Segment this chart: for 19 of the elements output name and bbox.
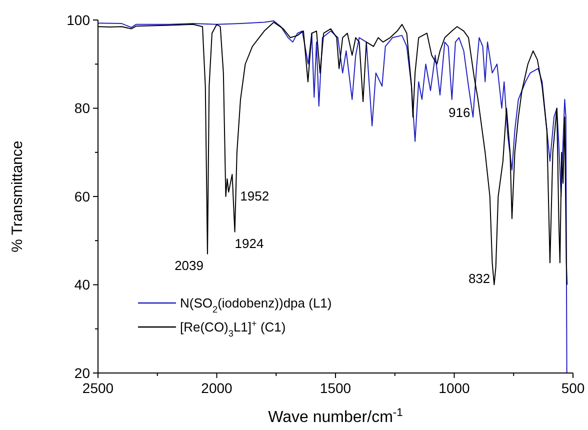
x-tick-label: 1000 [438, 380, 470, 396]
y-tick-label: 20 [74, 364, 90, 381]
y-tick-label: 100 [66, 12, 90, 28]
x-axis-title: Wave number/cm$^{-1}$ [268, 407, 403, 426]
x-tick-label: 1500 [320, 380, 352, 396]
legend-label: N(SO$_{2}$(iodobenz))dpa (L1) [180, 296, 332, 315]
annotation: 1952 [240, 188, 270, 204]
y-tick-label: 60 [74, 188, 90, 204]
annotation: 916 [448, 105, 470, 120]
x-tick-label: 500 [561, 380, 585, 396]
annotation: 832 [468, 270, 490, 286]
x-tick-label: 2000 [201, 380, 233, 396]
annotation: 2039 [174, 258, 204, 273]
annotation: 1924 [234, 236, 264, 251]
y-axis-title: % Transmittance [9, 140, 26, 252]
legend-label: [Re(CO)$_{3}$L1]$^{+}$ (C1) [180, 318, 286, 339]
y-tick-label: 80 [74, 100, 90, 116]
y-tick-label: 40 [74, 276, 90, 293]
x-tick-label: 2500 [82, 380, 114, 396]
